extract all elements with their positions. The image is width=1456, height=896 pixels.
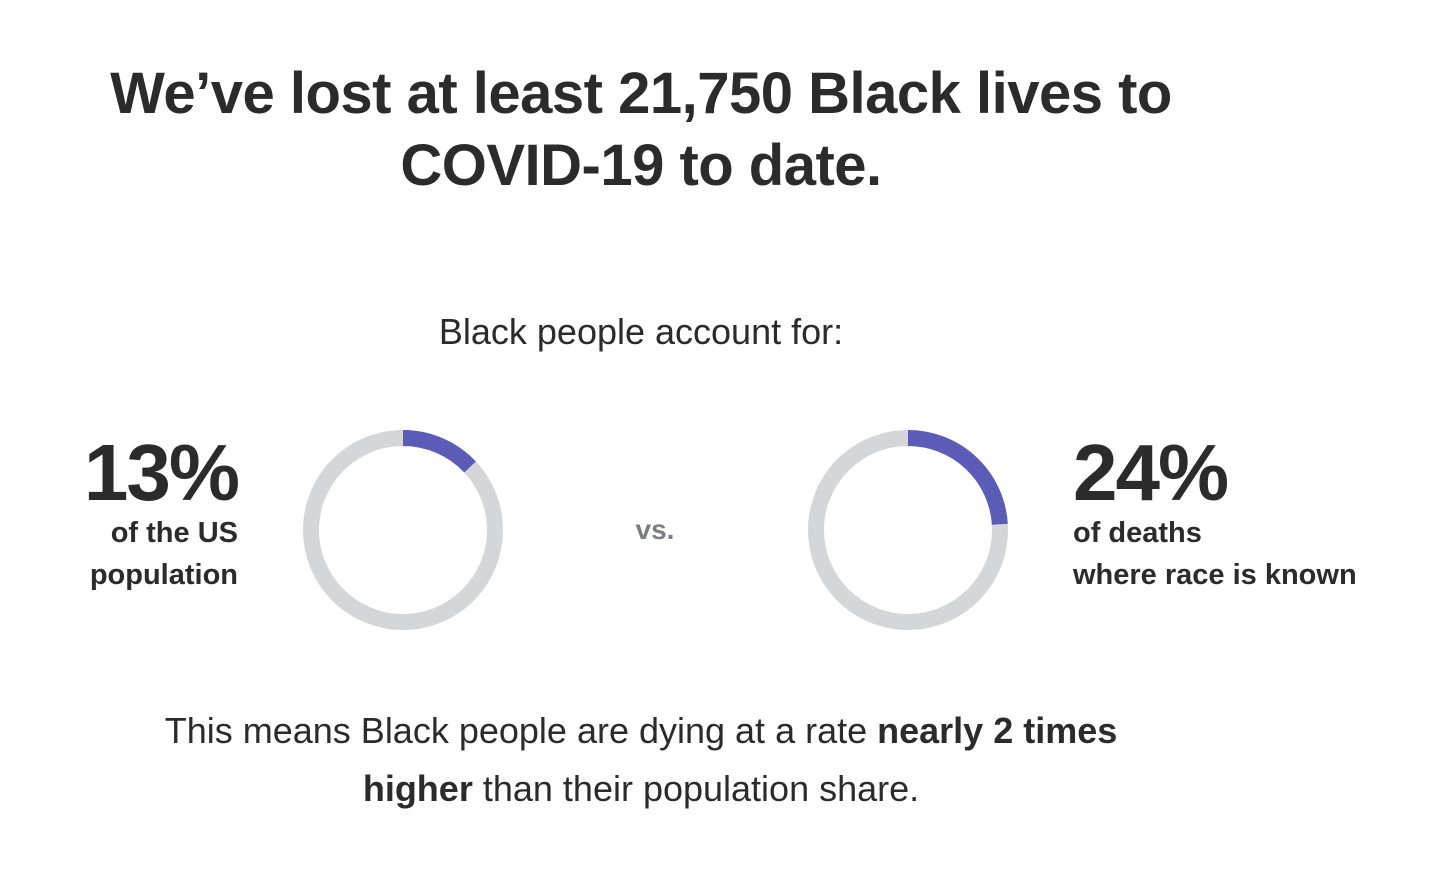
footnote-emphasis-1: nearly 2 times — [877, 710, 1118, 751]
footnote-line-1: This means Black people are dying at a r… — [0, 702, 1282, 760]
stat-deaths: 24% of deaths where race is known — [1073, 428, 1433, 598]
stat-population-value: 13% — [83, 428, 240, 517]
footnote-emphasis-2: higher — [362, 768, 473, 809]
stat-population-desc-2: population — [89, 559, 238, 591]
donut-arc-deaths — [907, 430, 1008, 525]
footnote: This means Black people are dying at a r… — [0, 702, 1282, 818]
stat-population: 13% of the US population — [40, 428, 240, 598]
headline-line-2: COVID-19 to date. — [400, 133, 882, 198]
stat-deaths-desc-2: where race is known — [1073, 559, 1357, 591]
donut-arc-population — [402, 430, 476, 473]
stat-deaths-value: 24% — [1073, 428, 1229, 517]
donut-chart-population — [303, 430, 503, 630]
footnote-line-2-text: than their population share. — [472, 768, 920, 809]
headline-line-1: We’ve lost at least 21,750 Black lives t… — [110, 61, 1172, 126]
headline: We’ve lost at least 21,750 Black lives t… — [0, 58, 1282, 202]
footnote-line-2: higher than their population share. — [0, 760, 1282, 818]
lead-text: Black people account for: — [438, 311, 844, 352]
donut-chart-deaths — [808, 430, 1008, 630]
footnote-line-1-text: This means Black people are dying at a r… — [164, 710, 878, 751]
vs-label: vs. — [635, 514, 675, 545]
stat-deaths-desc-1: of deaths — [1073, 517, 1202, 549]
stat-population-desc-1: of the US — [110, 517, 238, 549]
